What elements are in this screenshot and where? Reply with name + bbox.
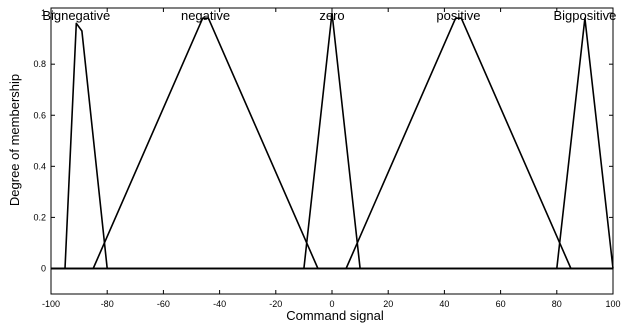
x-tick-label: 0: [329, 299, 334, 309]
y-tick-label: 0.4: [33, 161, 46, 171]
axes: [50, 7, 614, 295]
x-tick-label: 60: [496, 299, 506, 309]
x-tick-label: -60: [157, 299, 170, 309]
y-tick-label: 1: [41, 8, 46, 18]
plot-frame: [50, 7, 614, 295]
y-tick-label: 0.2: [33, 212, 46, 222]
mf-zero-line: [51, 12, 613, 270]
mf-bigpositive-label: Bigpositive: [553, 8, 616, 23]
x-tick-label: 20: [383, 299, 393, 309]
tick-marks: -100 -80 -60 -40 -20 0 20 40 60 80 100 0 0.2 0.4 0.6 0.…: [33, 8, 621, 309]
x-tick-label: -100: [42, 299, 60, 309]
mf-negative-line: [51, 17, 613, 270]
x-tick-label: 40: [439, 299, 449, 309]
mf-bigpositive-line: [51, 17, 614, 270]
mf-zero-label: zero: [319, 8, 344, 23]
mf-bignegative-line: [51, 22, 613, 270]
mf-positive-line: [51, 17, 613, 270]
mf-positive-label: positive: [436, 8, 480, 23]
series-lines: [51, 12, 614, 270]
mf-bignegative-label: Bignegative: [42, 8, 110, 23]
y-tick-label: 0.6: [33, 110, 46, 120]
x-tick-label: -80: [101, 299, 114, 309]
x-tick-label: -20: [269, 299, 282, 309]
series-labels: Bignegative negative zero positive Bigpositi…: [42, 8, 616, 23]
y-tick-label: 0.8: [33, 59, 46, 69]
x-tick-label: 100: [605, 299, 620, 309]
x-tick-label: 80: [552, 299, 562, 309]
y-tick-label: 0: [41, 263, 46, 273]
mf-negative-label: negative: [181, 8, 230, 23]
x-axis-label: Command signal: [286, 308, 384, 323]
y-axis-label: Degree of membership: [7, 74, 22, 206]
x-tick-label: -40: [213, 299, 226, 309]
